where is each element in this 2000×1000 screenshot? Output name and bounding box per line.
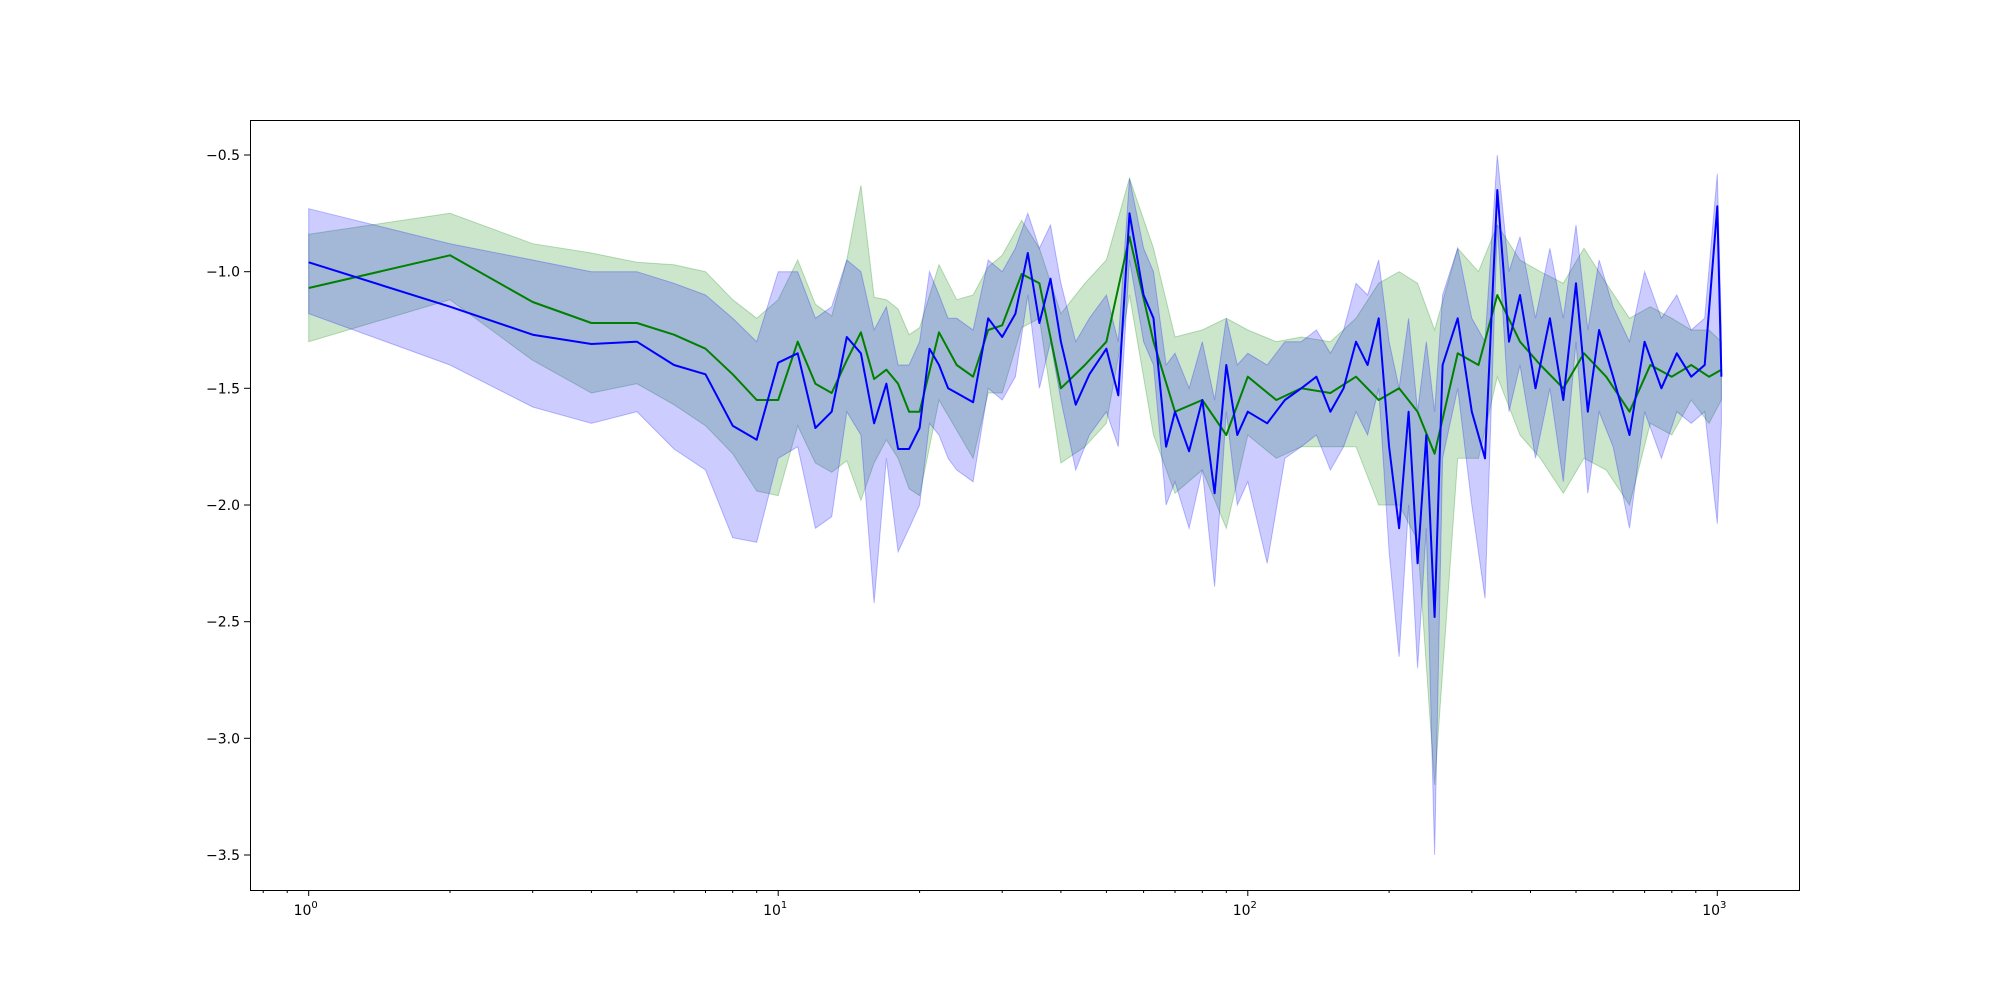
- x-tick-label: 100: [294, 900, 318, 919]
- x-tick-label: 102: [1233, 900, 1257, 919]
- series-lines: [308, 189, 1723, 618]
- y-axis: −0.5 −1.0 −1.5 −2.0 −2.5 −3.0 −3.5: [206, 148, 250, 864]
- y-tick-label: −3.0: [206, 731, 240, 747]
- y-tick-label: −3.5: [206, 848, 240, 864]
- x-tick-label: 103: [1702, 900, 1726, 919]
- x-tick-label: 101: [763, 900, 787, 919]
- y-tick-label: −2.5: [206, 615, 240, 631]
- y-tick-label: −1.0: [206, 265, 240, 281]
- y-tick-label: −1.5: [206, 381, 240, 397]
- y-tick-label: −0.5: [206, 148, 240, 164]
- series-1-line: [308, 189, 1723, 618]
- y-tick-label: −2.0: [206, 498, 240, 514]
- plot-frame: [250, 120, 1800, 891]
- x-axis: 100 101 102 103: [262, 890, 1726, 919]
